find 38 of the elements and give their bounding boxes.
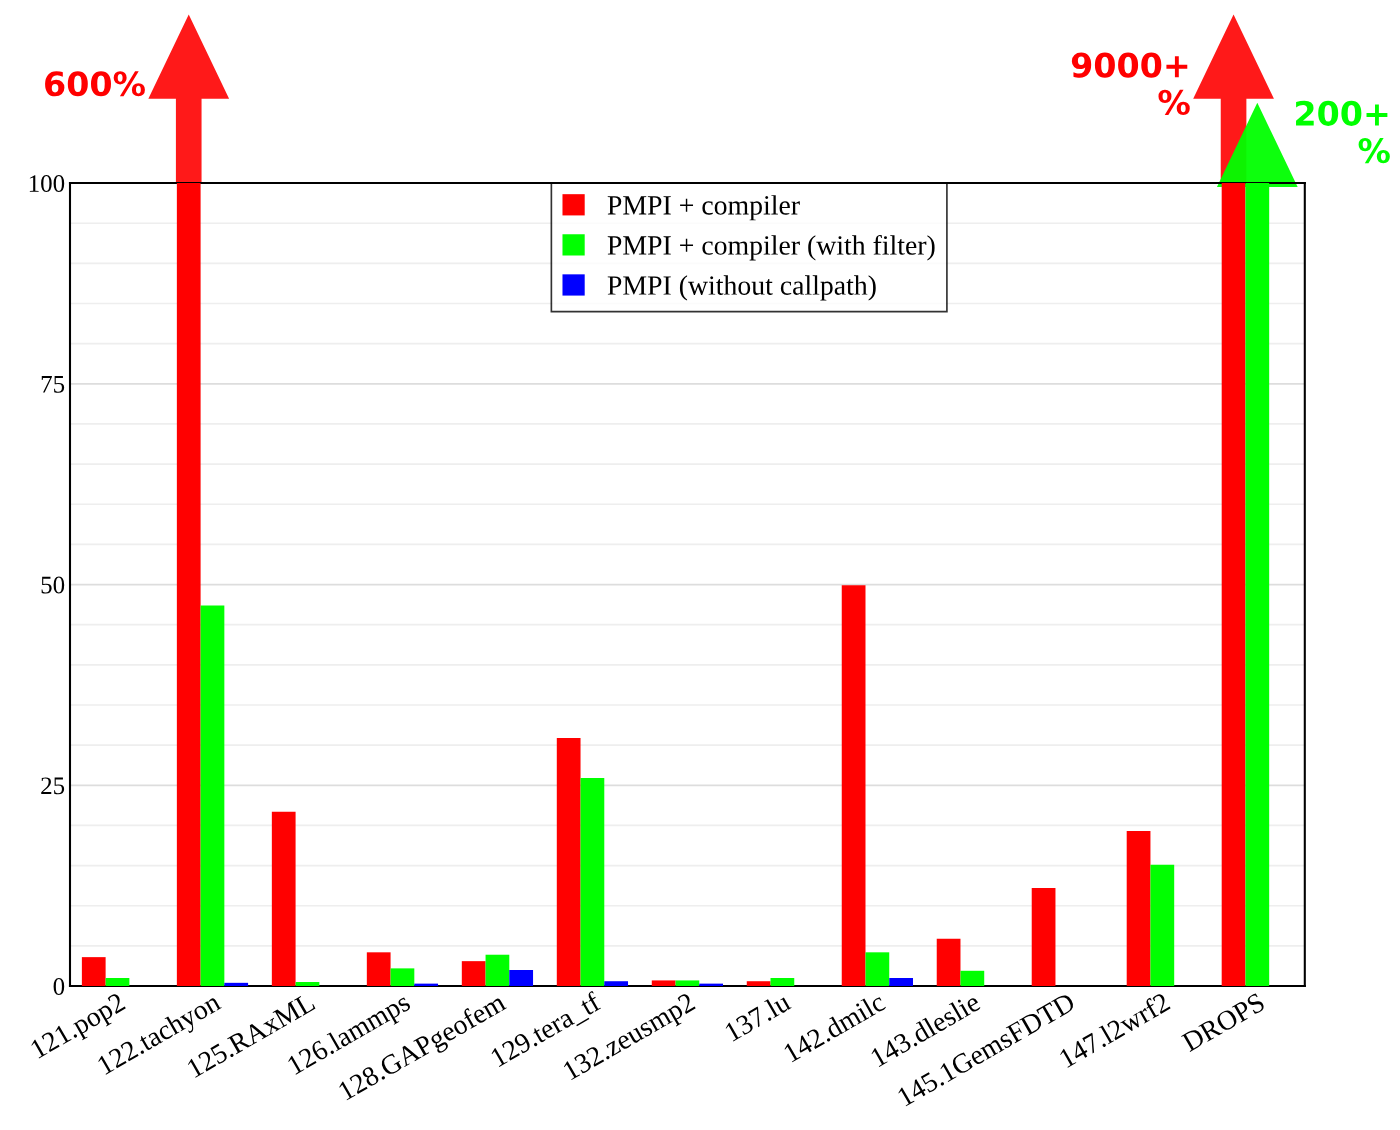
y-tick-label: 50 bbox=[41, 576, 65, 594]
bar bbox=[1126, 831, 1151, 987]
text: 200+ % bbox=[1296, 100, 1390, 164]
bar bbox=[1221, 183, 1246, 987]
bar bbox=[200, 605, 225, 987]
bar bbox=[841, 585, 866, 987]
bar bbox=[295, 982, 320, 987]
legend-label: PMPI (without callpath) bbox=[607, 275, 876, 301]
bar bbox=[1031, 888, 1056, 987]
legend-label: PMPI + compiler (with filter) bbox=[607, 234, 935, 261]
bar bbox=[105, 978, 130, 987]
bar bbox=[556, 737, 581, 987]
bar bbox=[390, 968, 415, 987]
bar bbox=[604, 981, 629, 987]
bar bbox=[271, 811, 296, 987]
bar bbox=[485, 954, 510, 987]
bar bbox=[960, 970, 985, 987]
text: 9000+ % bbox=[1071, 52, 1190, 116]
bar bbox=[366, 952, 391, 987]
bar bbox=[580, 778, 605, 987]
text: 600% bbox=[45, 71, 145, 97]
bar bbox=[81, 957, 106, 987]
bar bbox=[509, 969, 534, 987]
bar bbox=[746, 981, 771, 987]
bar bbox=[865, 952, 890, 987]
bar bbox=[224, 982, 249, 987]
y-tick-label: 0 bbox=[53, 978, 65, 995]
bar bbox=[651, 980, 676, 987]
y-tick-label: 100 bbox=[29, 175, 65, 192]
bar bbox=[936, 938, 961, 987]
bar bbox=[889, 978, 913, 987]
y-tick-label: 75 bbox=[41, 376, 65, 393]
bar bbox=[675, 980, 700, 987]
y-tick-label: 25 bbox=[41, 777, 65, 795]
bar bbox=[1150, 864, 1175, 987]
bar bbox=[461, 961, 486, 987]
bar bbox=[770, 978, 795, 987]
legend-label: PMPI + compiler bbox=[607, 195, 800, 221]
